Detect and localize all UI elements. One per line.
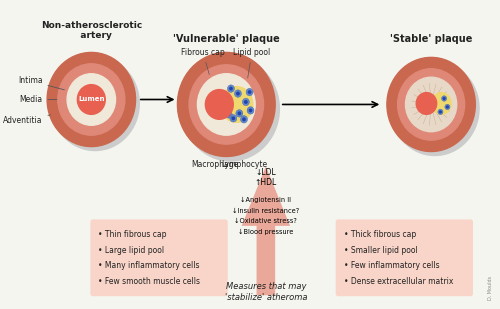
Circle shape — [246, 88, 253, 96]
Circle shape — [237, 92, 239, 95]
Circle shape — [67, 74, 116, 125]
Text: ↓Angiotensin II: ↓Angiotensin II — [240, 197, 292, 203]
Text: ↓LDL
↑HDL: ↓LDL ↑HDL — [255, 168, 277, 188]
Circle shape — [51, 56, 140, 150]
Text: ↓Oxidative stress?: ↓Oxidative stress? — [234, 218, 298, 224]
Circle shape — [47, 53, 136, 146]
Circle shape — [78, 85, 106, 114]
Circle shape — [248, 91, 250, 93]
Text: Lipid pool: Lipid pool — [234, 48, 270, 78]
Circle shape — [232, 117, 234, 120]
Circle shape — [228, 85, 234, 92]
Circle shape — [243, 118, 245, 121]
Circle shape — [236, 110, 243, 117]
Text: Lymphocyte: Lymphocyte — [221, 160, 267, 169]
Text: • Large lipid pool: • Large lipid pool — [98, 246, 164, 255]
Circle shape — [445, 104, 450, 110]
Circle shape — [387, 57, 476, 151]
Circle shape — [398, 69, 464, 140]
Text: D. Moulds: D. Moulds — [488, 276, 493, 300]
Text: • Few inflammatory cells: • Few inflammatory cells — [344, 261, 439, 270]
Text: • Thick fibrous cap: • Thick fibrous cap — [344, 230, 416, 239]
Circle shape — [225, 111, 232, 118]
Text: • Thin fibrous cap: • Thin fibrous cap — [98, 230, 167, 239]
Circle shape — [220, 91, 228, 98]
Circle shape — [406, 77, 456, 132]
Circle shape — [247, 107, 254, 114]
Text: 'Vulnerable' plaque: 'Vulnerable' plaque — [173, 34, 280, 44]
Text: Non-atherosclerotic
   artery: Non-atherosclerotic artery — [40, 21, 142, 40]
Circle shape — [446, 106, 448, 108]
Text: Lumen: Lumen — [78, 96, 104, 103]
Circle shape — [244, 101, 247, 103]
Circle shape — [240, 116, 248, 123]
FancyBboxPatch shape — [90, 219, 228, 296]
Circle shape — [230, 87, 232, 90]
Text: 'Stable' plaque: 'Stable' plaque — [390, 34, 472, 44]
Circle shape — [390, 61, 479, 155]
Circle shape — [198, 74, 255, 135]
Text: • Smaller lipid pool: • Smaller lipid pool — [344, 246, 417, 255]
Circle shape — [234, 90, 242, 97]
Circle shape — [230, 115, 237, 122]
Ellipse shape — [220, 87, 253, 122]
Circle shape — [242, 98, 250, 106]
Circle shape — [228, 113, 230, 116]
Circle shape — [438, 109, 443, 115]
Text: Measures that may
'stabilize' atheroma: Measures that may 'stabilize' atheroma — [224, 282, 307, 302]
Circle shape — [250, 109, 252, 112]
Text: Fibrous cap: Fibrous cap — [181, 48, 225, 74]
Circle shape — [223, 93, 225, 96]
Circle shape — [238, 112, 240, 115]
Text: Intima: Intima — [18, 76, 64, 90]
Circle shape — [416, 93, 436, 114]
Text: • Dense extracellular matrix: • Dense extracellular matrix — [344, 277, 453, 286]
FancyBboxPatch shape — [336, 219, 473, 296]
Text: Media: Media — [20, 95, 57, 104]
Circle shape — [444, 98, 445, 99]
Text: Adventitia: Adventitia — [3, 115, 50, 125]
Ellipse shape — [432, 93, 451, 114]
Polygon shape — [242, 166, 290, 295]
Text: ↓Insulin resistance?: ↓Insulin resistance? — [232, 207, 300, 214]
Circle shape — [440, 111, 442, 113]
Circle shape — [178, 53, 275, 156]
Text: • Many inflammatory cells: • Many inflammatory cells — [98, 261, 200, 270]
Circle shape — [442, 96, 446, 101]
Text: Macrophage: Macrophage — [191, 160, 238, 169]
Circle shape — [206, 90, 234, 119]
Circle shape — [189, 65, 264, 144]
Circle shape — [58, 64, 125, 135]
Circle shape — [182, 57, 280, 161]
Text: • Few smooth muscle cells: • Few smooth muscle cells — [98, 277, 200, 286]
Text: ↓Blood pressure: ↓Blood pressure — [238, 229, 294, 235]
